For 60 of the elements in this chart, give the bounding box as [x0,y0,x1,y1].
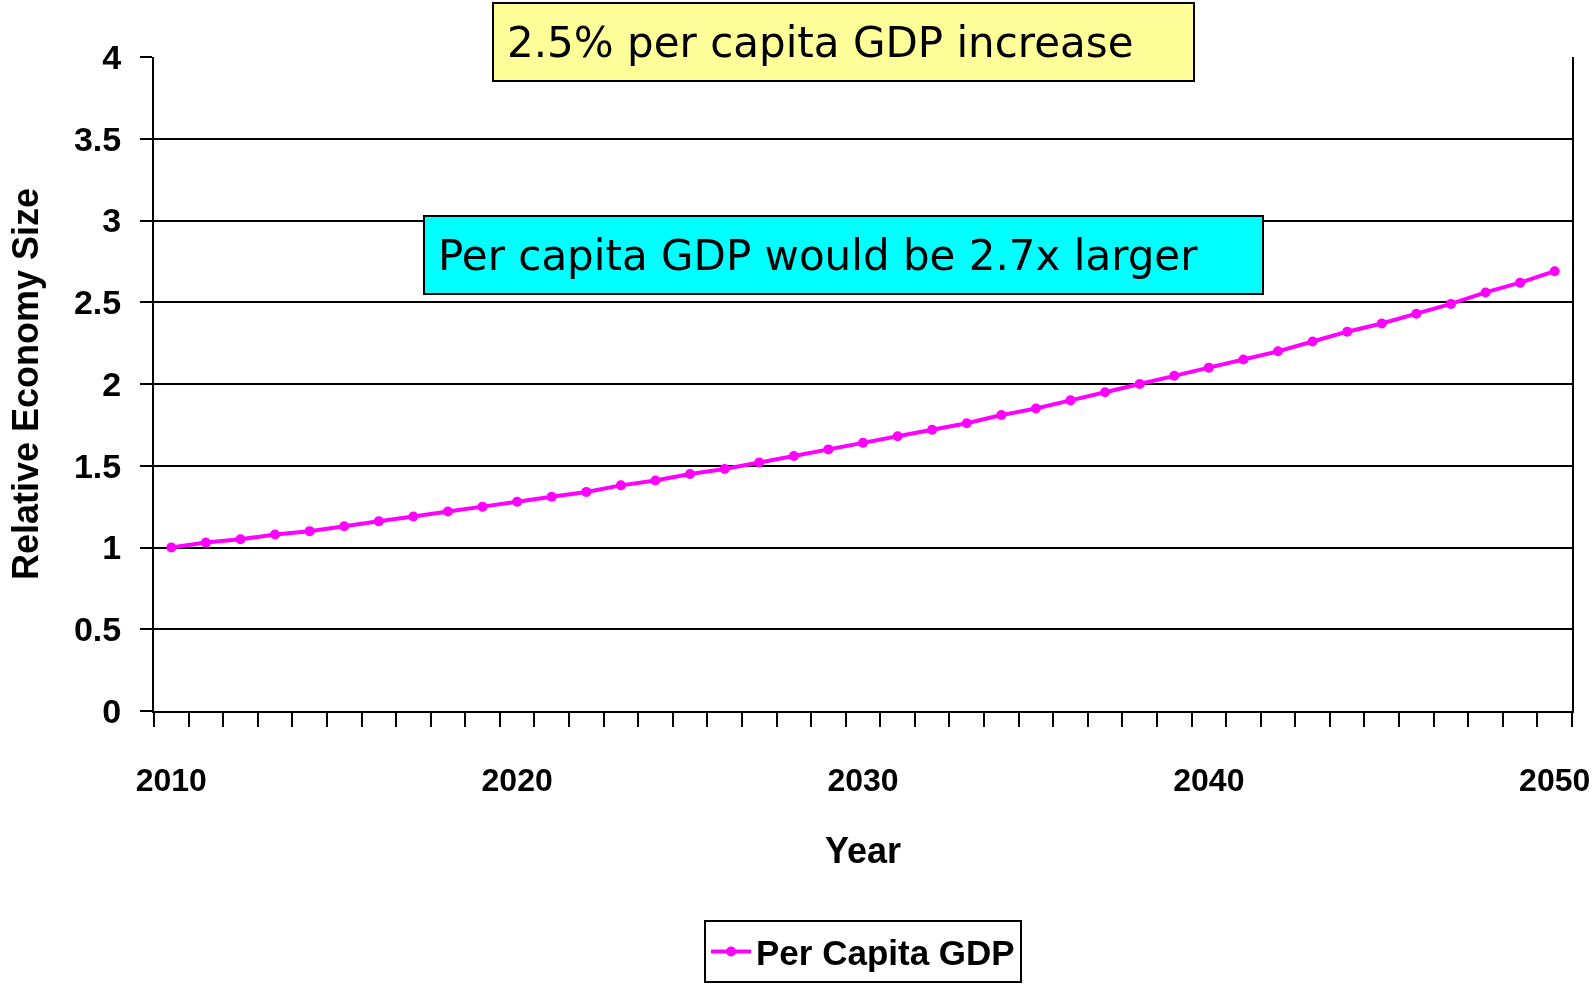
point [1030,403,1041,414]
x-tick-label: 2030 [827,762,899,799]
point [200,537,211,548]
point [442,506,453,517]
y-tick-label: 3 [102,201,122,240]
legend-label: Per Capita GDP [756,933,1015,973]
point [1342,326,1353,337]
point [1100,387,1111,398]
point [1273,346,1284,357]
y-tick-label: 1 [102,528,122,567]
point [1549,266,1560,277]
point [961,418,972,429]
point [858,437,868,448]
point [754,457,765,468]
point [1134,379,1145,389]
point [1307,336,1318,347]
y-tick-label: 1.5 [73,446,122,485]
point [788,450,799,461]
point [235,534,246,545]
y-axis-title: Relative Economy Size [5,187,47,581]
y-tick-label: 2 [102,364,122,403]
x-tick-label: 2010 [135,762,207,799]
point [339,521,350,532]
point [1169,370,1180,381]
y-tick-label: 2.5 [73,283,122,322]
point [650,475,661,486]
y-tick-label: 0.5 [73,610,122,649]
point [581,486,592,497]
point [546,491,557,502]
point [1480,287,1491,298]
y-tick-label: 0 [102,691,122,730]
annotation: Per capita GDP would be 2.7x larger [438,230,1199,280]
point [927,424,938,435]
point [615,480,626,491]
point [1515,277,1526,288]
point [304,526,315,537]
point [823,444,834,455]
point [408,511,419,522]
point [1411,308,1422,319]
point [719,464,730,475]
annotation: 2.5% per capita GDP increase [507,17,1134,67]
point [892,431,903,442]
x-tick-label: 2040 [1173,762,1245,799]
point [1238,354,1249,365]
y-tick-label: 3.5 [73,119,122,158]
point [373,516,384,527]
y-tick-label: 4 [102,37,122,76]
point [1376,318,1387,329]
point [1065,395,1076,406]
x-tick-label: 2020 [481,762,553,799]
point [166,542,177,553]
x-axis-title: Year [824,829,902,871]
point [685,468,696,479]
point [1203,362,1214,373]
x-tick-label: 2050 [1519,762,1591,799]
point [1445,298,1456,309]
point [477,501,488,512]
point [270,529,281,540]
point [996,410,1007,421]
point [512,496,523,507]
